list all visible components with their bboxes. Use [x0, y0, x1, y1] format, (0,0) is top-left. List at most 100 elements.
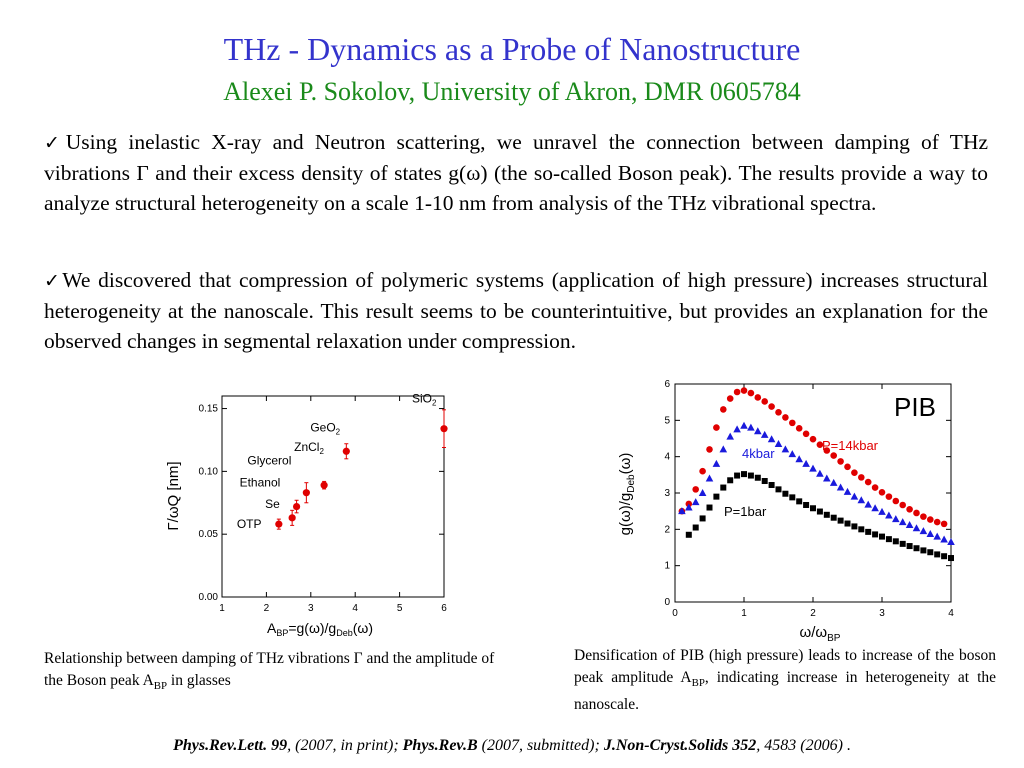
point-label: OTP: [237, 517, 262, 531]
y-tick-label: 0.10: [199, 466, 219, 477]
data-point-1bar: [692, 524, 699, 531]
data-point-1bar: [734, 472, 741, 479]
y-tick-label: 0.15: [199, 404, 219, 415]
data-point-1bar: [754, 474, 761, 481]
data-point-1bar: [768, 482, 775, 489]
y-tick-label: 3: [664, 488, 670, 499]
data-point-1bar: [685, 531, 692, 538]
y-tick-label: 0.05: [199, 529, 219, 540]
data-point-1bar: [913, 545, 920, 552]
x-tick-label: 2: [264, 603, 270, 614]
x-tick-label: 1: [741, 608, 747, 619]
data-point-14kbar: [802, 430, 810, 438]
x-tick-label: 6: [441, 603, 447, 614]
data-point-1bar: [699, 515, 706, 522]
data-point-4kbar: [754, 427, 762, 435]
data-point-1bar: [927, 549, 934, 556]
data-point-4kbar: [747, 423, 755, 431]
data-point-14kbar: [920, 513, 927, 520]
data-point-1bar: [906, 543, 913, 550]
data-point-1bar: [720, 484, 727, 491]
data-point-4kbar: [802, 459, 810, 467]
data-point-14kbar: [899, 501, 906, 509]
data-point-1bar: [941, 553, 948, 560]
x-tick-label: 0: [672, 608, 678, 619]
data-point-14kbar: [892, 497, 900, 505]
data-point: [292, 502, 301, 511]
y-tick-label: 5: [664, 415, 670, 426]
data-point-14kbar: [878, 488, 886, 496]
y-tick-label: 0.00: [199, 592, 219, 603]
data-point-1bar: [948, 555, 954, 562]
data-point-14kbar: [720, 406, 727, 413]
pib-density-of-states-chart: 0 1 2 3 4 0 1 2 3 4 5 6 PIB P=14kbar 4kbar P=1bar ω…: [617, 379, 955, 644]
x-tick-label: 3: [308, 603, 314, 614]
data-point-4kbar: [809, 464, 817, 472]
chart-title: PIB: [894, 392, 936, 422]
data-point-4kbar: [836, 483, 845, 491]
data-point-14kbar: [851, 469, 858, 476]
data-point-14kbar: [761, 398, 768, 405]
data-point-1bar: [789, 494, 796, 501]
y-tick-label: 4: [664, 452, 670, 463]
page-subtitle: Alexei P. Sokolov, University of Akron, …: [223, 77, 801, 106]
data-point-4kbar: [912, 524, 921, 532]
data-point-14kbar: [906, 506, 913, 513]
bullet-paragraph-2: ✓We discovered that compression of polym…: [44, 265, 988, 356]
data-point-14kbar: [940, 520, 948, 528]
data-point-4kbar: [719, 445, 728, 453]
data-point-1bar: [872, 531, 879, 538]
data-point-14kbar: [864, 478, 872, 486]
data-point-14kbar: [809, 435, 817, 443]
data-point-1bar: [858, 526, 865, 533]
data-point-14kbar: [830, 452, 837, 459]
legend-label-4kbar: 4kbar: [742, 446, 775, 461]
y-tick-label: 1: [664, 561, 670, 572]
x-tick-label: 4: [948, 608, 954, 619]
data-point-14kbar: [871, 484, 879, 491]
data-point-14kbar: [795, 425, 803, 432]
data-point-14kbar: [933, 518, 941, 526]
y-tick-label: 2: [664, 524, 670, 535]
data-point-4kbar: [767, 435, 776, 443]
data-point-4kbar: [885, 511, 893, 519]
y-axis-label: Γ/ωQ [nm]: [165, 461, 182, 530]
data-point-4kbar: [864, 500, 872, 508]
data-point-1bar: [706, 504, 713, 511]
data-point-1bar: [727, 477, 734, 484]
data-point-1bar: [803, 501, 810, 508]
data-point-1bar: [713, 493, 720, 500]
data-point-4kbar: [940, 535, 948, 543]
data-point-1bar: [851, 523, 858, 530]
data-point-14kbar: [754, 394, 762, 401]
data-point-14kbar: [816, 441, 824, 448]
data-point-14kbar: [837, 458, 844, 465]
y-tick-label: 6: [664, 379, 670, 390]
data-point-4kbar: [878, 507, 886, 515]
data-point: [302, 489, 310, 497]
data-point-4kbar: [685, 503, 693, 511]
page-title: THz - Dynamics as a Probe of Nanostructu…: [223, 31, 801, 67]
x-axis-label: ABP=g(ω)/gDeb(ω): [267, 620, 373, 638]
x-tick-label: 2: [810, 608, 816, 619]
point-label: Se: [265, 497, 280, 511]
check-icon: ✓: [44, 132, 66, 154]
data-point: [342, 447, 350, 455]
legend-label-1bar: P=1bar: [724, 504, 767, 519]
data-point-14kbar: [713, 424, 720, 431]
data-point-1bar: [920, 547, 927, 554]
data-point-1bar: [782, 490, 789, 497]
data-point-14kbar: [692, 486, 699, 493]
data-point-1bar: [796, 498, 803, 505]
data-point-4kbar: [691, 498, 700, 506]
data-point-4kbar: [933, 532, 941, 540]
point-label: GeO2: [310, 420, 340, 436]
data-point-4kbar: [781, 445, 790, 453]
data-point-14kbar: [858, 474, 865, 481]
data-point-1bar: [899, 540, 906, 547]
data-point-1bar: [741, 471, 747, 478]
point-label: SiO2: [412, 392, 437, 408]
point-label: Ethanol: [240, 476, 281, 490]
data-point-14kbar: [844, 463, 851, 471]
data-point-4kbar: [733, 425, 741, 433]
